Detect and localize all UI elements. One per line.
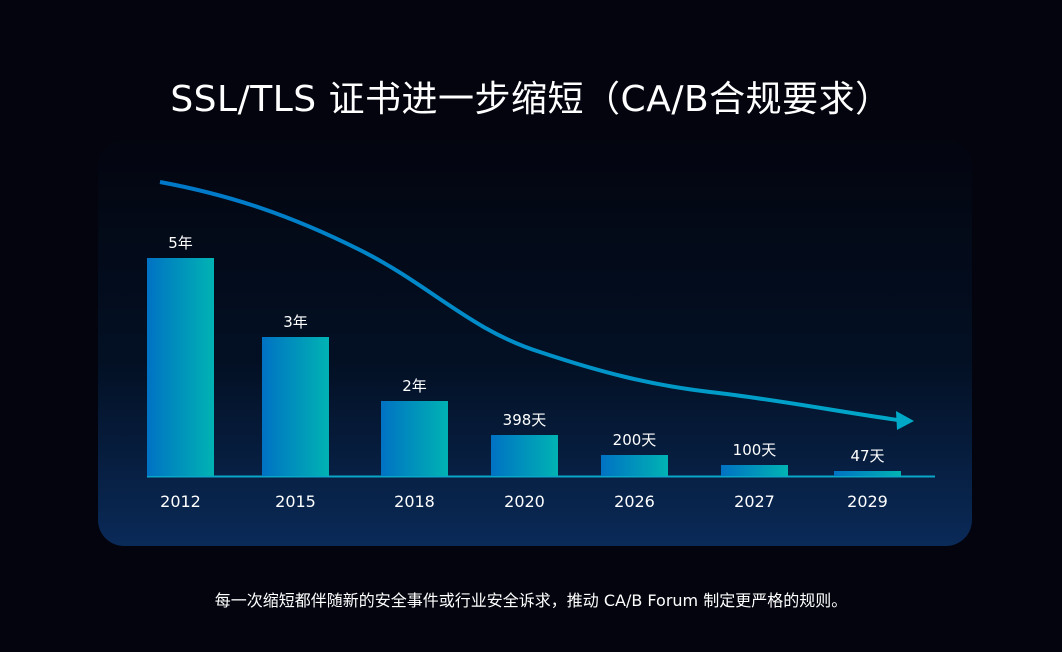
- data-label: 200天: [613, 431, 657, 449]
- x-tick-label: 2020: [504, 492, 545, 511]
- x-tick-label: 2029: [847, 492, 888, 511]
- trend-curve: [159, 180, 899, 422]
- x-tick-label: 2015: [275, 492, 316, 511]
- trend-arrow-icon: [896, 411, 914, 430]
- chart-panel: [98, 140, 972, 546]
- bar-2020: [491, 435, 558, 476]
- x-tick-label: 2026: [614, 492, 655, 511]
- footer-note: 每一次缩短都伴随新的安全事件或行业安全诉求，推动 CA/B Forum 制定更严…: [214, 591, 848, 610]
- data-label: 5年: [168, 234, 193, 252]
- data-label: 2年: [402, 377, 427, 395]
- x-tick-label: 2027: [734, 492, 775, 511]
- bar-2029: [834, 471, 901, 476]
- data-label: 47天: [850, 447, 884, 465]
- x-tick-label: 2012: [160, 492, 201, 511]
- page-title: SSL/TLS 证书进一步缩短（CA/B合规要求）: [170, 79, 892, 120]
- bar-2015: [262, 337, 329, 476]
- data-label: 3年: [283, 313, 308, 331]
- bar-2026: [601, 455, 668, 476]
- bar-2012: [147, 258, 214, 476]
- x-tick-label: 2018: [394, 492, 435, 511]
- bar-2027: [721, 465, 788, 476]
- data-label: 100天: [733, 441, 777, 459]
- data-label: 398天: [503, 411, 547, 429]
- bar-2018: [381, 401, 448, 476]
